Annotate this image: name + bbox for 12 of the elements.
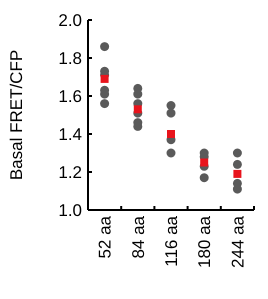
y-axis-title: Basal FRET/CFP	[7, 50, 26, 180]
y-tick-label: 1.4	[58, 124, 82, 144]
x-tick-label: 180 aa	[195, 215, 214, 268]
x-tick-label: 244 aa	[228, 215, 248, 268]
x-tick-label: 116 aa	[162, 215, 181, 267]
y-tick-label: 1.8	[58, 48, 82, 68]
y-tick-label: 1.6	[58, 86, 82, 106]
y-tick-label: 2.0	[58, 10, 82, 30]
x-tick-label: 84 aa	[128, 215, 148, 259]
y-tick-label: 1.0	[58, 200, 82, 220]
x-tick-label: 52 aa	[96, 215, 115, 259]
y-tick-label: 1.2	[58, 162, 82, 182]
